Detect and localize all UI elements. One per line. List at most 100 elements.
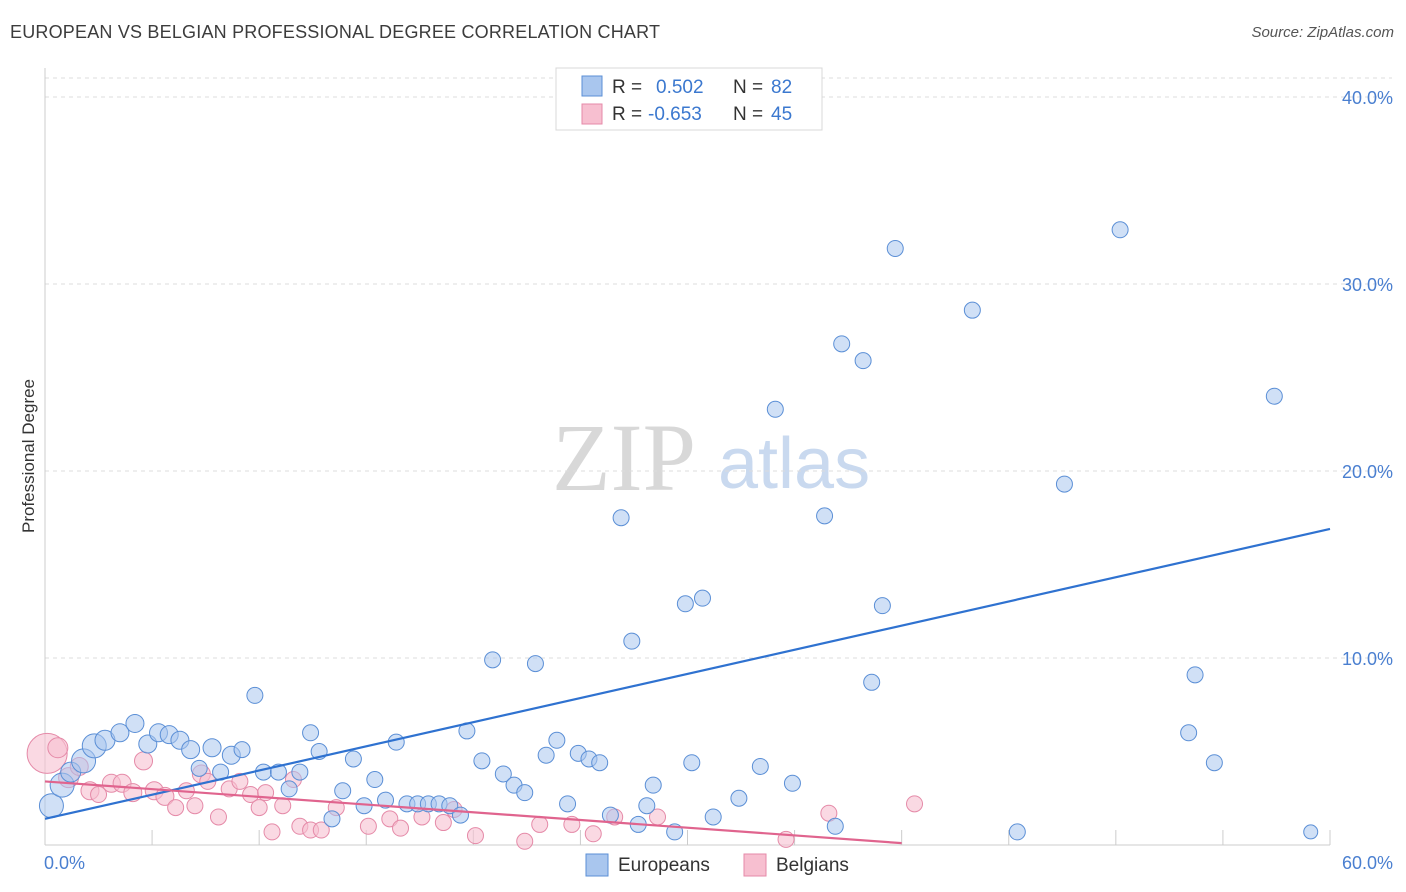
belgian-point xyxy=(906,795,924,813)
european-point xyxy=(202,738,222,758)
belgian-point xyxy=(167,799,185,817)
european-point xyxy=(526,655,544,673)
european-point xyxy=(751,757,769,775)
european-point xyxy=(693,589,711,607)
european-point xyxy=(1008,823,1026,841)
european-point xyxy=(387,733,405,751)
european-point xyxy=(377,791,395,809)
legend-swatch-belgians xyxy=(581,103,603,125)
belgian-point xyxy=(531,815,549,833)
european-point xyxy=(816,507,834,525)
european-point xyxy=(302,724,320,742)
european-point xyxy=(1111,221,1129,239)
watermark-zip: ZIP xyxy=(552,404,696,511)
european-point xyxy=(181,740,201,760)
belgian-point xyxy=(516,832,534,850)
european-point xyxy=(494,765,512,783)
european-points xyxy=(38,221,1319,841)
legend-r-value-belgians: -0.653 xyxy=(648,104,702,125)
european-point xyxy=(323,810,341,828)
european-point xyxy=(863,673,881,691)
legend-r-label-europeans: R = xyxy=(612,77,642,98)
belgian-point xyxy=(381,810,399,828)
belgian-point xyxy=(134,751,154,771)
european-point xyxy=(548,731,566,749)
watermark-atlas: atlas xyxy=(718,424,870,504)
legend-swatch-europeans xyxy=(581,75,603,97)
series-legend: Europeans Belgians xyxy=(585,853,849,877)
european-point xyxy=(280,780,298,798)
european-point xyxy=(484,651,502,669)
belgian-point xyxy=(466,827,484,845)
european-point xyxy=(334,782,352,800)
european-point xyxy=(125,713,145,733)
x-tick-label-min: 0.0% xyxy=(44,853,85,873)
european-point xyxy=(1055,475,1073,493)
belgian-point xyxy=(274,797,292,815)
y-axis-title: Professional Degree xyxy=(19,379,38,533)
belgian-point xyxy=(90,786,108,804)
european-point xyxy=(730,789,748,807)
y-tick-label-40: 40.0% xyxy=(1342,88,1393,108)
european-point xyxy=(1303,824,1319,840)
european-point xyxy=(638,797,656,815)
belgian-trend-line xyxy=(44,780,902,845)
series-legend-label-belgians: Belgians xyxy=(776,855,849,876)
european-point xyxy=(246,686,264,704)
y-tick-label-10: 10.0% xyxy=(1342,649,1393,669)
stats-legend: R = 0.502 N = 82 R = -0.653 N = 45 xyxy=(555,67,823,131)
belgian-point xyxy=(584,825,602,843)
european-point xyxy=(1180,724,1198,742)
european-point xyxy=(291,763,309,781)
european-point xyxy=(537,746,555,764)
belgian-point xyxy=(359,817,377,835)
european-point xyxy=(451,806,469,824)
european-point xyxy=(366,771,384,789)
european-point xyxy=(766,400,784,418)
series-legend-swatch-europeans xyxy=(585,853,609,877)
belgian-points xyxy=(26,732,924,850)
european-point xyxy=(826,817,844,835)
legend-r-label-belgians: R = xyxy=(612,104,642,125)
belgian-point xyxy=(250,799,268,817)
european-point xyxy=(591,754,609,772)
european-point xyxy=(559,795,577,813)
european-point xyxy=(704,808,722,826)
european-point xyxy=(833,335,851,353)
european-point xyxy=(344,750,362,768)
x-tick-label-max: 60.0% xyxy=(1342,853,1393,873)
legend-n-value-europeans: 82 xyxy=(771,77,792,98)
y-tick-label-30: 30.0% xyxy=(1342,275,1393,295)
tick-layer: 10.0% 20.0% 30.0% 40.0% 0.0% 60.0% xyxy=(44,88,1393,873)
european-point xyxy=(612,509,630,527)
european-point xyxy=(644,776,662,794)
european-point xyxy=(963,301,981,319)
european-point xyxy=(473,752,491,770)
european-point xyxy=(623,632,641,650)
belgian-point xyxy=(263,823,281,841)
y-tick-label-20: 20.0% xyxy=(1342,462,1393,482)
legend-n-label-europeans: N = xyxy=(733,77,763,98)
belgian-point xyxy=(392,819,410,837)
series-legend-label-europeans: Europeans xyxy=(618,855,710,876)
belgian-point xyxy=(47,737,69,759)
european-trend-line xyxy=(44,527,1331,820)
trend-layer xyxy=(44,527,1331,845)
belgian-point xyxy=(434,814,452,832)
series-legend-swatch-belgians xyxy=(743,853,767,877)
belgian-point xyxy=(186,797,204,815)
european-point xyxy=(783,774,801,792)
belgian-point xyxy=(231,772,249,790)
grid-layer xyxy=(45,77,1392,659)
belgian-point xyxy=(209,808,227,826)
european-point xyxy=(516,784,534,802)
european-point xyxy=(233,741,251,759)
chart-title: EUROPEAN VS BELGIAN PROFESSIONAL DEGREE … xyxy=(10,22,661,42)
european-point xyxy=(676,595,694,613)
european-point xyxy=(254,763,272,781)
european-point xyxy=(110,723,130,743)
chart-source: Source: ZipAtlas.com xyxy=(1251,24,1394,41)
european-point xyxy=(683,754,701,772)
european-point xyxy=(854,352,872,370)
